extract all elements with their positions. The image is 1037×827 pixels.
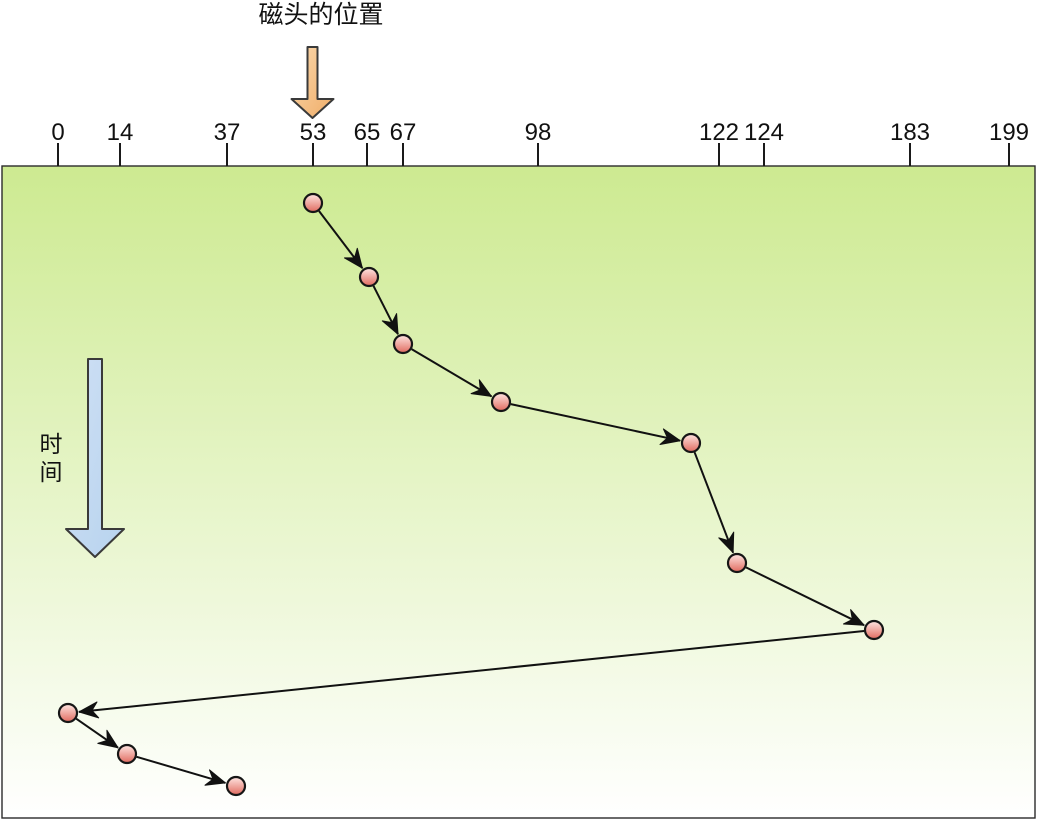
svg-text:14: 14	[107, 119, 134, 146]
svg-text:0: 0	[51, 119, 64, 146]
svg-text:时: 时	[40, 431, 63, 457]
svg-text:37: 37	[214, 119, 241, 146]
svg-text:98: 98	[525, 119, 552, 146]
svg-text:磁头的位置: 磁头的位置	[258, 1, 383, 29]
svg-text:间: 间	[40, 459, 63, 485]
svg-text:67: 67	[390, 119, 417, 146]
svg-text:122: 122	[699, 119, 739, 146]
svg-text:65: 65	[354, 119, 381, 146]
svg-text:199: 199	[989, 119, 1029, 146]
svg-text:124: 124	[744, 119, 784, 146]
svg-text:53: 53	[300, 119, 327, 146]
svg-text:183: 183	[890, 119, 930, 146]
